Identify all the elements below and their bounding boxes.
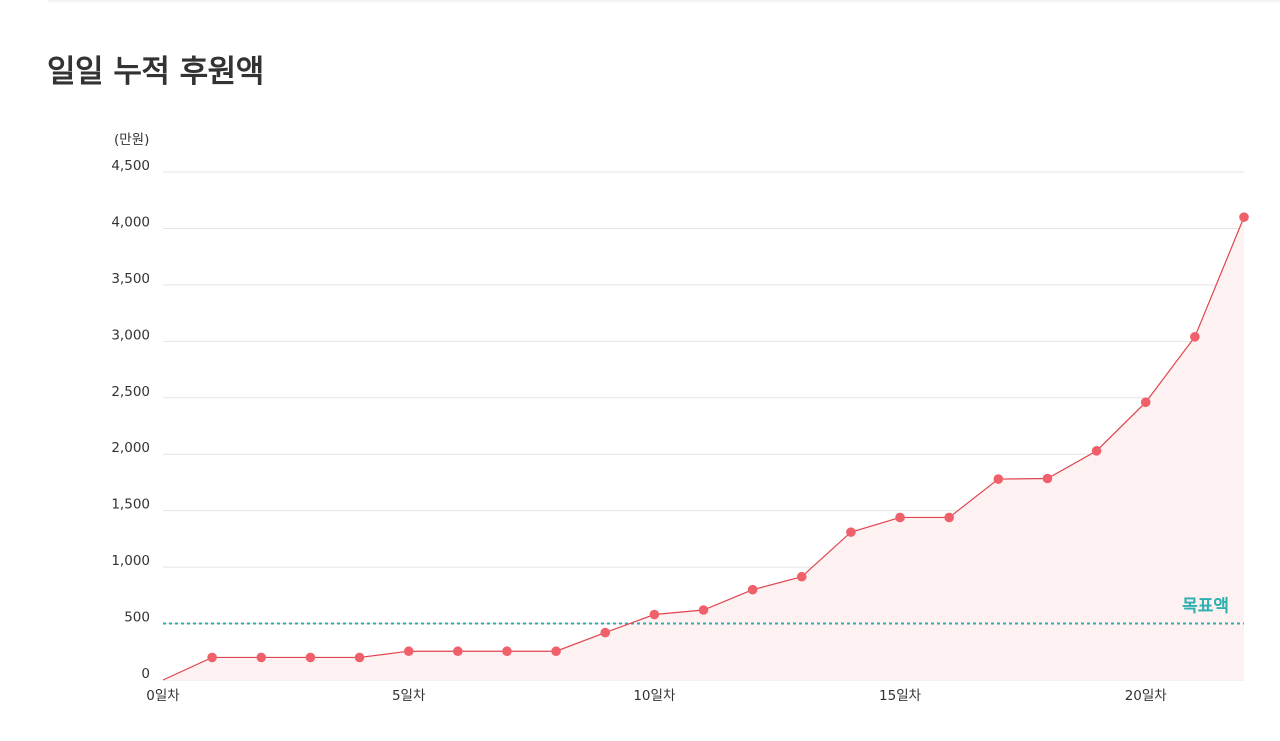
x-tick-label: 5일차 — [392, 688, 426, 704]
data-point — [403, 646, 414, 657]
y-unit-label: (만원) — [114, 132, 149, 148]
data-point — [698, 605, 709, 615]
page-title: 일일 누적 후원액 — [47, 54, 264, 90]
data-point — [796, 571, 807, 582]
y-tick-label: 1,500 — [111, 497, 150, 513]
y-tick-label: 500 — [124, 610, 150, 626]
data-points — [207, 212, 1249, 663]
x-tick-label: 10일차 — [633, 688, 676, 704]
data-point — [1190, 332, 1200, 342]
data-point — [600, 627, 611, 638]
data-point — [747, 584, 758, 595]
y-tick-label: 3,000 — [111, 327, 150, 343]
data-point — [305, 652, 316, 663]
y-tick-label: 4,000 — [111, 214, 150, 230]
data-point — [649, 609, 660, 620]
data-point — [1140, 397, 1151, 408]
x-axis: 0일차 5일차 10일차 15일차 20일차 — [146, 688, 1167, 704]
data-point — [1042, 473, 1053, 484]
data-point — [354, 652, 365, 663]
y-tick-label: 3,500 — [111, 271, 150, 287]
data-point — [453, 646, 463, 657]
y-tick-label: 2,000 — [111, 440, 150, 456]
y-tick-label: 1,000 — [111, 553, 150, 569]
data-point — [1239, 212, 1249, 222]
data-point — [846, 527, 856, 537]
data-point — [207, 652, 217, 663]
data-point — [944, 512, 954, 523]
target-line-group: 목표액 — [163, 597, 1244, 625]
data-point — [256, 652, 267, 663]
data-point — [1091, 446, 1102, 456]
data-point — [993, 474, 1004, 484]
y-tick-label: 4,500 — [111, 158, 150, 174]
data-point — [895, 512, 905, 523]
top-divider — [48, 0, 1280, 3]
target-label: 목표액 — [1182, 597, 1229, 617]
x-tick-label: 0일차 — [146, 688, 180, 704]
data-point — [502, 646, 512, 657]
y-tick-label: 0 — [141, 666, 150, 682]
data-point — [551, 646, 561, 657]
y-tick-label: 2,500 — [111, 384, 150, 400]
x-tick-label: 20일차 — [1125, 688, 1168, 704]
area-fill — [163, 217, 1244, 680]
y-axis: (만원) 0 500 1,000 1,500 2,000 2,500 3,000 3,500 4… — [111, 132, 150, 682]
x-tick-label: 15일차 — [879, 688, 922, 704]
